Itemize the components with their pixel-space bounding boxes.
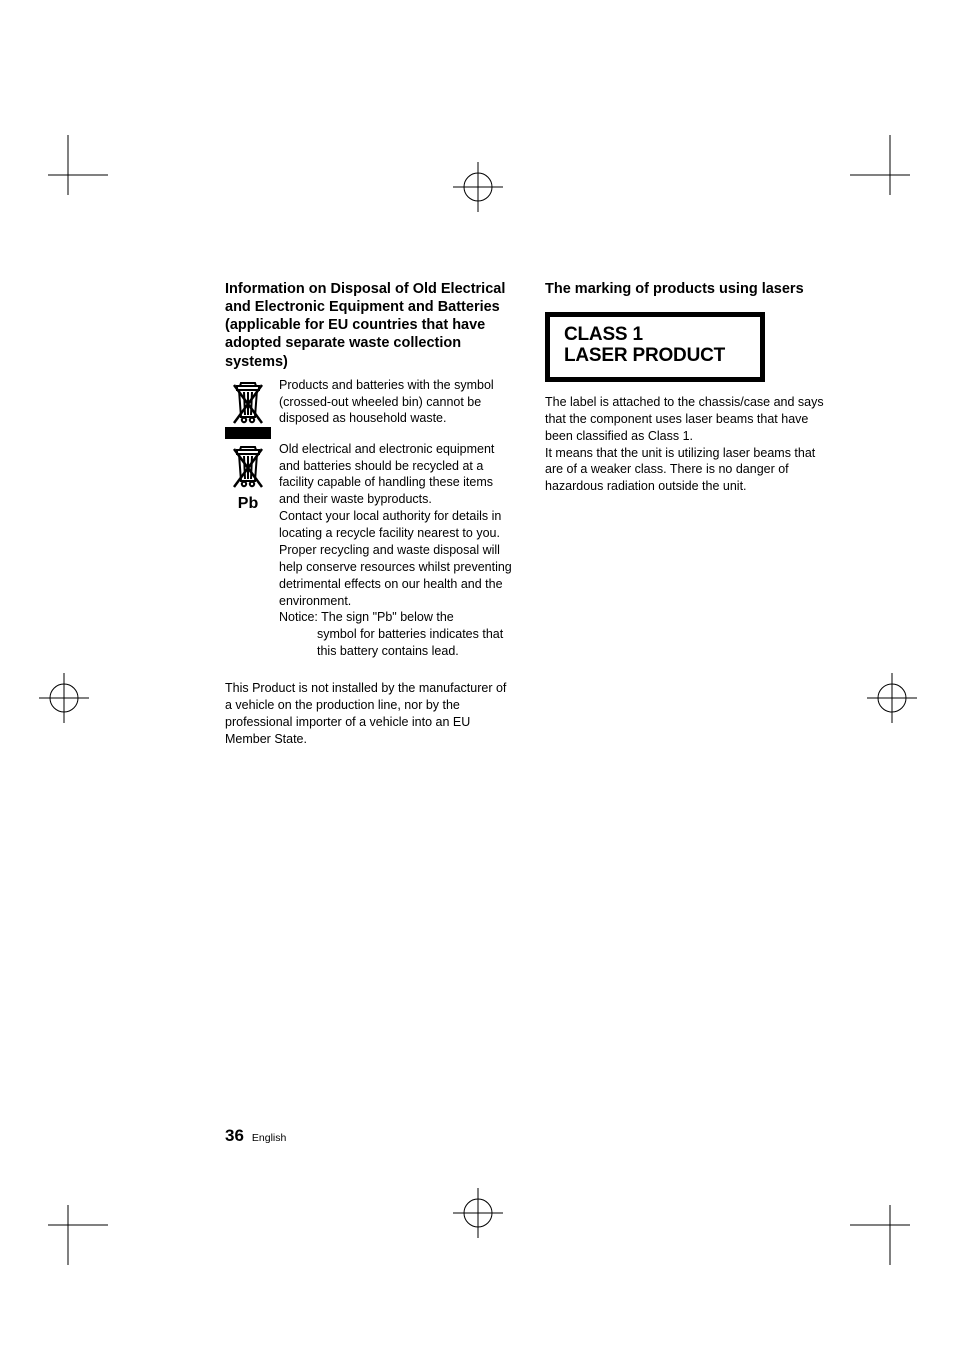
crop-mark-bottom-right: [850, 1185, 930, 1265]
crop-mark-top-right: [850, 135, 930, 215]
weee-bin-icon: [225, 377, 271, 439]
notice-block: Notice: The sign "Pb" below the symbol f…: [279, 609, 515, 660]
laser-heading: The marking of products using lasers: [545, 280, 835, 298]
page-footer: 36 English: [225, 1126, 286, 1146]
disposal-para1: Products and batteries with the symbol (…: [279, 377, 515, 428]
laser-para2: It means that the unit is utilizing lase…: [545, 445, 835, 496]
disposal-para3: Contact your local authority for details…: [279, 508, 515, 542]
disposal-para2: Old electrical and electronic equipment …: [279, 441, 515, 509]
disposal-para4: Proper recycling and waste disposal will…: [279, 542, 515, 610]
crop-mark-bottom-center: [438, 1188, 518, 1238]
battery-bin-icon: Pb: [225, 441, 271, 513]
pb-label: Pb: [238, 495, 258, 513]
crop-mark-mid-left: [34, 668, 94, 728]
laser-box-line2: LASER PRODUCT: [564, 346, 746, 367]
manufacturer-note: This Product is not installed by the man…: [225, 680, 515, 748]
laser-para1: The label is attached to the chassis/cas…: [545, 394, 835, 445]
crop-mark-top-center: [438, 162, 518, 212]
notice-body-inline: The sign "Pb" below the: [321, 610, 454, 624]
page-language: English: [252, 1132, 286, 1144]
left-column: Information on Disposal of Old Electrica…: [225, 280, 515, 748]
notice-lead: Notice:: [279, 610, 318, 624]
crop-mark-bottom-left: [28, 1185, 108, 1265]
crop-mark-mid-right: [862, 668, 922, 728]
disposal-heading: Information on Disposal of Old Electrica…: [225, 280, 515, 371]
crop-mark-top-left: [28, 135, 108, 215]
page-number: 36: [225, 1126, 244, 1146]
page-content: Information on Disposal of Old Electrica…: [225, 280, 835, 748]
notice-body-rest: symbol for batteries indicates that this…: [317, 626, 515, 660]
right-column: The marking of products using lasers CLA…: [545, 280, 835, 748]
laser-product-label: CLASS 1 LASER PRODUCT: [545, 312, 765, 382]
laser-box-line1: CLASS 1: [564, 325, 746, 346]
